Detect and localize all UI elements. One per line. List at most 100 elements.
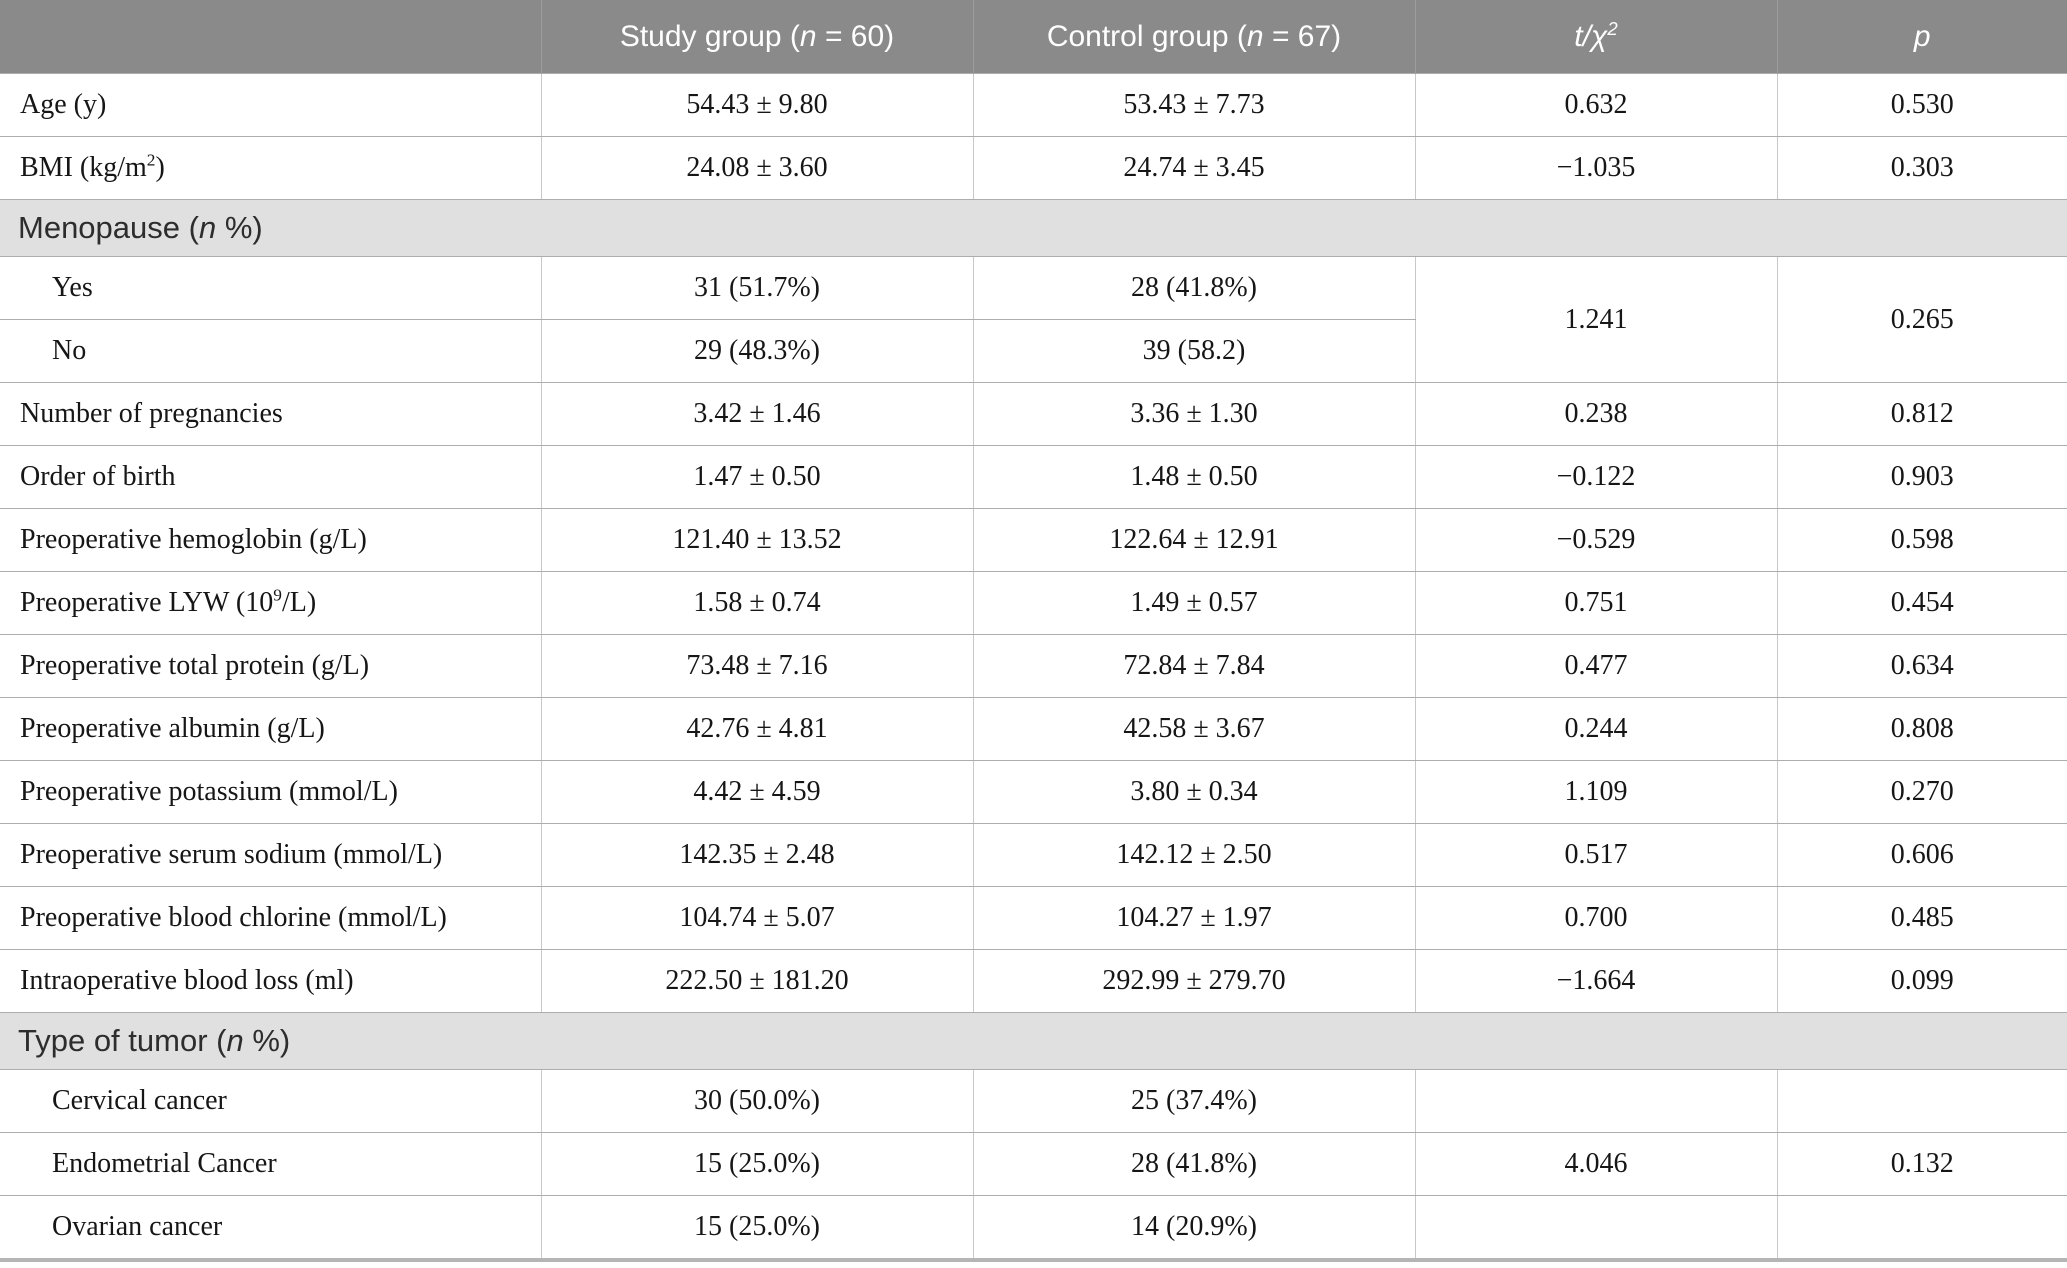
study-value-cell: 104.74 ± 5.07 xyxy=(540,886,974,950)
statistic-value-cell: 0.238 xyxy=(1414,382,1778,446)
table-row: Endometrial Cancer 15 (25.0%) 28 (41.8%) 4.… xyxy=(0,1132,2067,1196)
row-label: No xyxy=(0,319,542,383)
p-value-cell: 0.265 xyxy=(1776,256,2067,383)
control-value-cell: 28 (41.8%) xyxy=(972,256,1416,320)
label-text: %) xyxy=(216,210,263,245)
label-text: Menopause ( xyxy=(18,210,199,245)
study-value-cell: 30 (50.0%) xyxy=(540,1069,974,1133)
label-n-italic: n xyxy=(226,1023,244,1058)
study-value-cell: 15 (25.0%) xyxy=(540,1132,974,1196)
p-value-cell: 0.634 xyxy=(1776,634,2067,698)
col-header-p-value: p xyxy=(1776,0,2067,74)
statistic-value-cell: −1.035 xyxy=(1414,136,1778,200)
table-row: Preoperative blood chlorine (mmol/L) 104.… xyxy=(0,886,2067,950)
study-value-cell: 3.42 ± 1.46 xyxy=(540,382,974,446)
control-value-cell: 14 (20.9%) xyxy=(972,1195,1416,1261)
label-text: ) xyxy=(155,152,165,183)
control-value-cell: 3.80 ± 0.34 xyxy=(972,760,1416,824)
label-text: %) xyxy=(243,1023,291,1058)
control-value-cell: 104.27 ± 1.97 xyxy=(972,886,1416,950)
label-text: BMI (kg/m xyxy=(20,152,147,183)
row-label: Intraoperative blood loss (ml) xyxy=(0,949,542,1013)
p-value-cell: 0.099 xyxy=(1776,949,2067,1013)
control-value-cell: 3.36 ± 1.30 xyxy=(972,382,1416,446)
row-label: BMI (kg/m2) xyxy=(0,136,542,200)
p-value-cell: 0.303 xyxy=(1776,136,2067,200)
row-label: Number of pregnancies xyxy=(0,382,542,446)
label-text: Endometrial Cancer xyxy=(52,1148,277,1179)
header-text: p xyxy=(1913,19,1931,53)
study-value-cell: 1.58 ± 0.74 xyxy=(540,571,974,635)
table-row: Age (y) 54.43 ± 9.80 53.43 ± 7.73 0.632 0.53… xyxy=(0,73,2067,137)
table-row: Preoperative LYW (109/L) 1.58 ± 0.74 1.49 … xyxy=(0,571,2067,635)
control-value-cell: 122.64 ± 12.91 xyxy=(972,508,1416,572)
row-label: Order of birth xyxy=(0,445,542,509)
header-text: Study group ( xyxy=(619,19,800,53)
p-value-cell xyxy=(1776,1069,2067,1133)
col-header-control-group: Control group (n = 67) xyxy=(972,0,1415,74)
control-value-cell: 72.84 ± 7.84 xyxy=(972,634,1416,698)
p-value-cell: 0.606 xyxy=(1776,823,2067,887)
statistic-value-cell: 0.632 xyxy=(1414,73,1778,137)
statistic-value-cell: 0.517 xyxy=(1414,823,1778,887)
p-value-cell: 0.454 xyxy=(1776,571,2067,635)
study-value-cell: 54.43 ± 9.80 xyxy=(540,73,974,137)
p-value-cell: 0.485 xyxy=(1776,886,2067,950)
header-text: = 60) xyxy=(816,19,895,53)
table-row: Ovarian cancer 15 (25.0%) 14 (20.9%) xyxy=(0,1195,2067,1261)
study-value-cell: 4.42 ± 4.59 xyxy=(540,760,974,824)
p-value-cell: 0.530 xyxy=(1776,73,2067,137)
statistic-value-cell: 0.244 xyxy=(1414,697,1778,761)
statistic-value-cell: −0.122 xyxy=(1414,445,1778,509)
control-value-cell: 1.48 ± 0.50 xyxy=(972,445,1416,509)
label-text: Preoperative hemoglobin (g/L) xyxy=(20,524,367,555)
p-value-cell: 0.270 xyxy=(1776,760,2067,824)
label-text: Order of birth xyxy=(20,461,176,492)
label-text: Preoperative serum sodium (mmol/L) xyxy=(20,839,443,870)
control-value-cell: 1.49 ± 0.57 xyxy=(972,571,1416,635)
p-value-cell: 0.598 xyxy=(1776,508,2067,572)
header-superscript: 2 xyxy=(1607,17,1618,39)
header-text: = 67) xyxy=(1263,19,1342,53)
label-text: Ovarian cancer xyxy=(52,1211,223,1242)
study-value-cell: 222.50 ± 181.20 xyxy=(540,949,974,1013)
table-row: Preoperative hemoglobin (g/L) 121.40 ± 13… xyxy=(0,508,2067,572)
table-row: Order of birth 1.47 ± 0.50 1.48 ± 0.50 −0.1… xyxy=(0,445,2067,509)
section-header: Type of tumor (n %) xyxy=(0,1012,2067,1070)
label-text: Preoperative LYW (10 xyxy=(20,587,274,618)
control-value-cell: 24.74 ± 3.45 xyxy=(972,136,1416,200)
section-header: Menopause (n %) xyxy=(0,199,2067,257)
table-row: Preoperative serum sodium (mmol/L) 142.35… xyxy=(0,823,2067,887)
p-value-cell xyxy=(1776,1195,2067,1261)
section-row: Type of tumor (n %) xyxy=(0,1012,2067,1070)
study-value-cell: 121.40 ± 13.52 xyxy=(540,508,974,572)
header-text: Control group ( xyxy=(1046,19,1247,53)
table-row: Number of pregnancies 3.42 ± 1.46 3.36 ± 1… xyxy=(0,382,2067,446)
statistic-value-cell xyxy=(1414,1069,1778,1133)
study-value-cell: 31 (51.7%) xyxy=(540,256,974,320)
label-text: Age (y) xyxy=(20,89,107,120)
header-text: t/χ xyxy=(1574,19,1608,53)
study-value-cell: 15 (25.0%) xyxy=(540,1195,974,1261)
control-value-cell: 28 (41.8%) xyxy=(972,1132,1416,1196)
label-text: Preoperative blood chlorine (mmol/L) xyxy=(20,902,447,933)
statistic-value-cell: 1.109 xyxy=(1414,760,1778,824)
header-row: Study group (n = 60) Control group (n = … xyxy=(0,0,2067,74)
label-superscript: 2 xyxy=(146,150,156,170)
label-text: Preoperative total protein (g/L) xyxy=(20,650,370,681)
statistic-value-cell: −1.664 xyxy=(1414,949,1778,1013)
row-label: Endometrial Cancer xyxy=(0,1132,542,1196)
row-label: Preoperative blood chlorine (mmol/L) xyxy=(0,886,542,950)
label-superscript: 9 xyxy=(273,585,282,605)
label-text: /L) xyxy=(281,587,317,618)
table-row: Intraoperative blood loss (ml) 222.50 ± 1… xyxy=(0,949,2067,1013)
p-value-cell: 0.132 xyxy=(1776,1132,2067,1196)
study-value-cell: 142.35 ± 2.48 xyxy=(540,823,974,887)
study-value-cell: 24.08 ± 3.60 xyxy=(540,136,974,200)
row-label: Preoperative total protein (g/L) xyxy=(0,634,542,698)
table-header: Study group (n = 60) Control group (n = … xyxy=(0,0,2067,74)
row-label: Yes xyxy=(0,256,542,320)
header-n-italic: n xyxy=(799,19,817,53)
study-value-cell: 73.48 ± 7.16 xyxy=(540,634,974,698)
